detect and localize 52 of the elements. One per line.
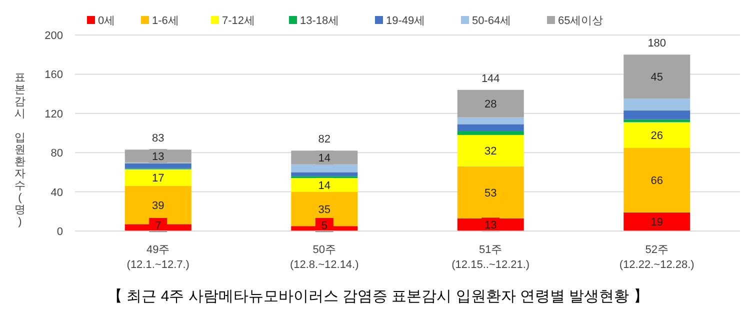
data-label: 5 [321, 220, 328, 232]
data-label: 45 [650, 72, 663, 84]
y-tick-label: 0 [56, 226, 63, 238]
bar [624, 54, 690, 99]
data-label: 17 [152, 172, 164, 185]
bar [291, 172, 358, 176]
data-label: 19 [650, 216, 663, 229]
bar [457, 166, 524, 218]
data-label: 32 [484, 146, 497, 158]
legend-label: 0세 [98, 15, 116, 27]
legend-label: 1-6세 [152, 15, 179, 27]
total-label: 82 [318, 134, 330, 146]
bar [457, 131, 524, 135]
text: 표본감시 입원환자수(명) [14, 72, 26, 228]
legend-label: 13-18세 [300, 15, 340, 27]
bar [457, 134, 524, 166]
legend-label: 7-12세 [222, 15, 256, 27]
data-label: 53 [484, 187, 497, 200]
bar [457, 117, 524, 124]
y-tick-label: 80 [50, 148, 63, 160]
data-label: 14 [318, 152, 330, 164]
x-tick-label: 51주 (12.15..~12.21.) [452, 244, 530, 271]
x-tick-label: 52주 (12.22.~12.28.) [619, 244, 694, 271]
x-tick-label: 49주 (12.1.~12.7.) [126, 244, 190, 271]
bar [624, 110, 690, 120]
total-label: 180 [648, 38, 666, 50]
data-label: 7 [155, 220, 162, 232]
total-label: 83 [152, 132, 164, 145]
bar [457, 124, 524, 132]
x-tick-label: 50주 (12.8.~12.14.) [290, 244, 359, 271]
data-label: 13 [152, 151, 164, 164]
data-label: 14 [318, 180, 330, 192]
y-tick-label: 160 [44, 69, 63, 82]
legend-label: 50-64세 [472, 15, 512, 27]
data-label: 26 [650, 130, 663, 142]
bar [291, 164, 358, 172]
y-tick-label: 40 [50, 186, 63, 199]
bar [457, 90, 524, 118]
bar [624, 148, 690, 212]
bar [624, 98, 690, 110]
data-label: 13 [484, 220, 497, 232]
y-tick-label: 120 [44, 108, 63, 120]
bar [124, 163, 192, 168]
data-label: 28 [484, 98, 497, 111]
data-label: 35 [318, 204, 330, 216]
y-tick-label: 200 [44, 30, 63, 42]
total-label: 144 [481, 72, 500, 85]
text: 【 최근 4주 사람메타뉴모바이러스 감염증 표본감시 입원환자 연령별 발생현황 】 [108, 288, 648, 305]
legend-label: 65세이상 [558, 15, 604, 27]
data-label: 39 [152, 200, 164, 212]
data-label: 66 [650, 175, 663, 188]
legend-label: 19-49세 [386, 15, 426, 27]
